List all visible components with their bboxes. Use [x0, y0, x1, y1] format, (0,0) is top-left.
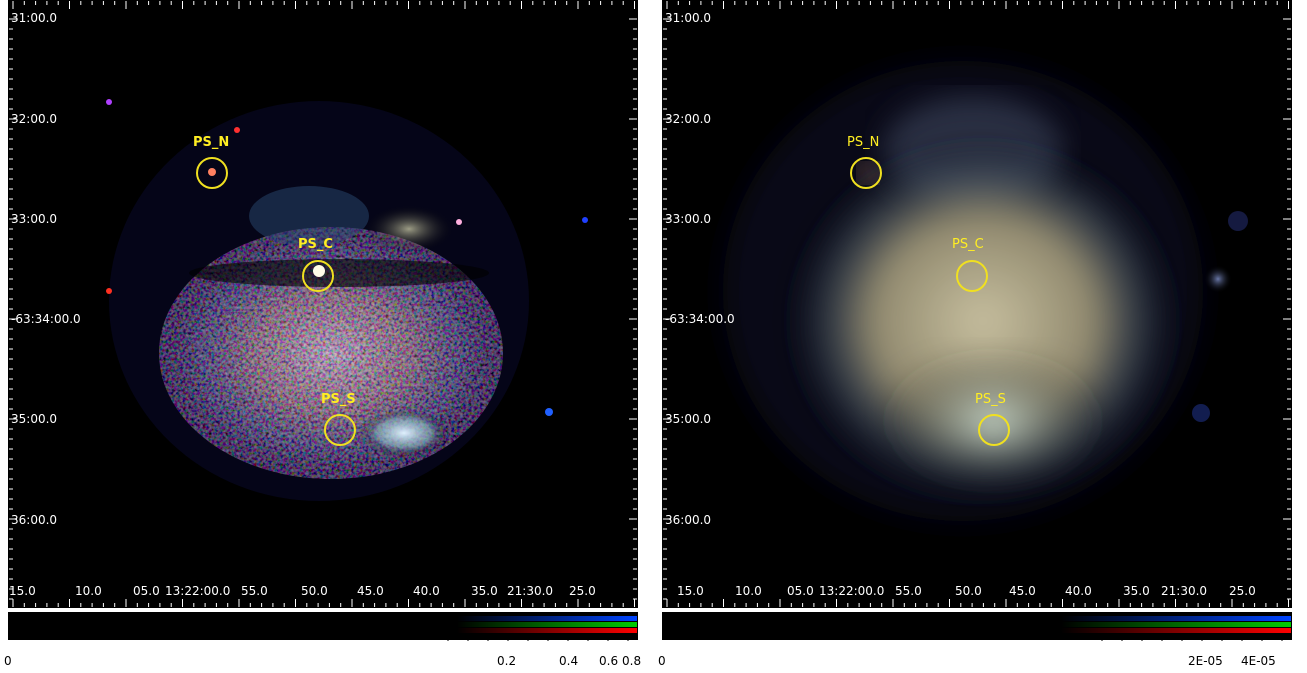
colorbar-label: 0.8: [622, 654, 642, 668]
colorbar-label: 0: [658, 654, 666, 668]
x-label: 25.0: [1229, 584, 1256, 598]
source-ps-c-circle: [302, 260, 334, 292]
x-label: 35.0: [1123, 584, 1150, 598]
right-axis-ticks: [1283, 18, 1291, 600]
colorbar-label: 4E-05: [1241, 654, 1276, 668]
x-label: 45.0: [1009, 584, 1036, 598]
y-label: 32:00.0: [665, 112, 712, 126]
y-label: 31:00.0: [665, 11, 712, 25]
x-label: 21:30.0: [507, 584, 554, 598]
x-label: 50.0: [955, 584, 982, 598]
x-label: 55.0: [895, 584, 922, 598]
y-label: 33:00.0: [11, 212, 58, 226]
x-label: 21:30.0: [1161, 584, 1208, 598]
y-label: 35:00.0: [11, 412, 58, 426]
y-label: 32:00.0: [11, 112, 58, 126]
y-label: 31:00.0: [11, 11, 58, 25]
x-label: 40.0: [413, 584, 440, 598]
colorbar-green-band: [1061, 622, 1291, 627]
colorbar-label: 2E-05: [1188, 654, 1223, 668]
x-label: 10.0: [735, 584, 762, 598]
right-colorbar: [662, 612, 1292, 640]
right-image-frame: PS_N PS_C PS_S 31:00.0 32:00.0 33:00.0 -…: [662, 0, 1292, 608]
x-label: 15.0: [9, 584, 36, 598]
source-ps-c-label: PS_C: [298, 237, 333, 252]
x-label: 35.0: [471, 584, 498, 598]
x-label: 50.0: [301, 584, 328, 598]
y-label: 33:00.0: [665, 212, 712, 226]
source-ps-n-label: PS_N: [847, 135, 880, 150]
left-axis-ticks: [9, 18, 17, 600]
source-ps-n-circle: [850, 157, 882, 189]
left-image-panel: PS_N PS_C PS_S 31:00.0 32:00.0 33:00.0 -…: [4, 0, 642, 673]
colorbar-blue-band: [1061, 616, 1291, 621]
y-label: -63:34:00.0: [11, 312, 81, 326]
colorbar-blue-band: [457, 616, 637, 621]
source-ps-s-circle: [324, 414, 356, 446]
x-label: 05.0: [787, 584, 814, 598]
right-axis-ticks: [629, 18, 637, 600]
colorbar-label: 0.4: [559, 654, 579, 668]
x-label: 25.0: [569, 584, 596, 598]
left-colorbar-ticks: [447, 637, 629, 641]
y-label: 36:00.0: [665, 513, 712, 527]
colorbar-green-band: [457, 622, 637, 627]
x-label: 55.0: [241, 584, 268, 598]
x-label: 05.0: [133, 584, 160, 598]
top-axis-ticks: [12, 1, 635, 9]
source-ps-s-label: PS_S: [975, 392, 1006, 407]
left-image-frame: PS_N PS_C PS_S 31:00.0 32:00.0 33:00.0 -…: [8, 0, 638, 608]
x-label: 13:22:00.0: [165, 584, 231, 598]
source-ps-c-label: PS_C: [952, 237, 984, 252]
colorbar-label: 0.2: [497, 654, 517, 668]
y-label: -63:34:00.0: [665, 312, 735, 326]
x-label: 13:22:00.0: [819, 584, 885, 598]
colorbar-red-band: [457, 628, 637, 633]
left-axis-ticks: [663, 18, 671, 600]
colorbar-red-band: [1061, 628, 1291, 633]
left-xray-image: [9, 1, 637, 607]
y-label: 35:00.0: [665, 412, 712, 426]
x-label: 45.0: [357, 584, 384, 598]
right-smoothed-image: [663, 1, 1291, 607]
source-ps-n-circle: [196, 157, 228, 189]
bottom-axis-ticks: [666, 599, 1289, 607]
source-ps-n-label: PS_N: [193, 135, 230, 150]
right-colorbar-ticks: [1101, 637, 1283, 641]
colorbar-label: 0: [4, 654, 12, 668]
right-image-panel: PS_N PS_C PS_S 31:00.0 32:00.0 33:00.0 -…: [658, 0, 1292, 673]
bottom-axis-ticks: [12, 599, 635, 607]
source-ps-s-circle: [978, 414, 1010, 446]
source-ps-c-circle: [956, 260, 988, 292]
colorbar-label: 0.6: [599, 654, 619, 668]
top-axis-ticks: [666, 1, 1289, 9]
source-ps-s-label: PS_S: [321, 392, 356, 407]
left-colorbar: [8, 612, 638, 640]
x-label: 15.0: [677, 584, 704, 598]
y-label: 36:00.0: [11, 513, 58, 527]
x-label: 40.0: [1065, 584, 1092, 598]
x-label: 10.0: [75, 584, 102, 598]
